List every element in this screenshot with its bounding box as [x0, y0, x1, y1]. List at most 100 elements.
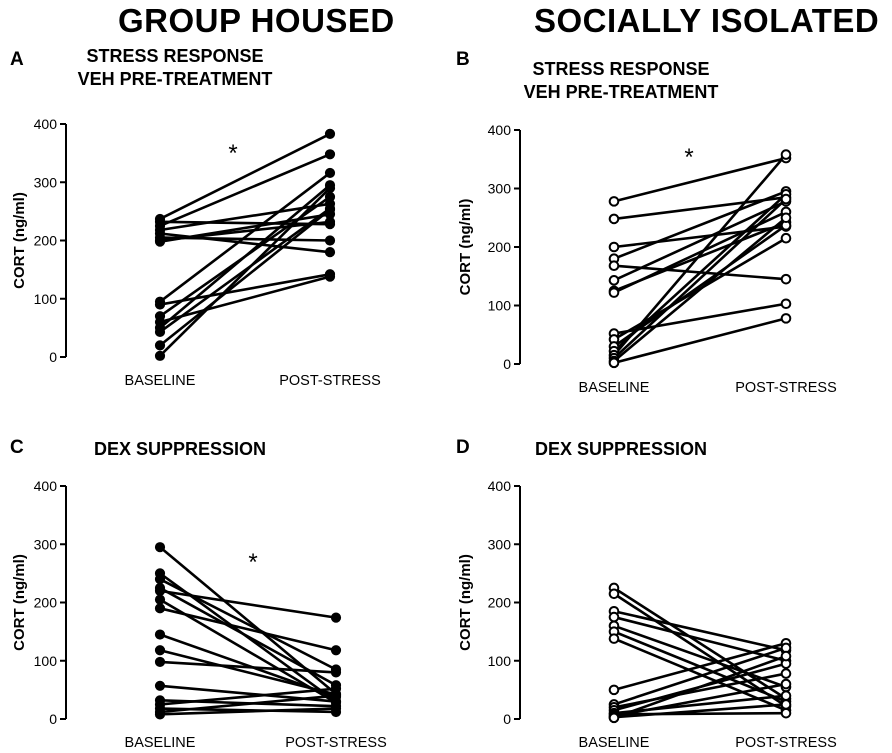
subject-line — [613, 302, 787, 335]
subject-line — [613, 193, 787, 353]
x-category-label: BASELINE — [125, 373, 196, 389]
subject-line — [159, 184, 331, 329]
column-title-socially-isolated: SOCIALLY ISOLATED — [534, 2, 880, 39]
y-tick-label: 300 — [488, 181, 512, 197]
subject-line — [613, 592, 787, 708]
panel-letter: C — [10, 437, 24, 458]
data-point — [780, 193, 792, 205]
data-point — [608, 260, 620, 272]
panel-letter: D — [456, 437, 470, 458]
data-point — [154, 629, 166, 640]
data-point — [608, 633, 620, 644]
y-tick-label: 0 — [49, 349, 57, 365]
data-point — [324, 271, 336, 282]
y-tick-label: 400 — [34, 116, 58, 132]
subject-line — [159, 208, 331, 347]
panel-c-chart: C DEX SUPPRESSION 0 100 200 300 400 CORT (ng/ml… — [10, 437, 387, 751]
data-point — [330, 667, 342, 678]
data-point — [154, 350, 166, 361]
data-point — [608, 684, 620, 696]
data-point — [608, 213, 620, 225]
data-point — [324, 247, 336, 258]
data-point — [780, 699, 792, 710]
panel-d-chart: D DEX SUPPRESSION 0 100 200 300 400 CORT (ng/ml… — [456, 437, 837, 751]
y-tick-label: 200 — [488, 595, 512, 611]
x-category-label: POST-STRESS — [735, 735, 837, 751]
panel-title-line: DEX SUPPRESSION — [535, 439, 707, 459]
y-tick-label: 300 — [34, 536, 58, 552]
data-point — [780, 298, 792, 310]
data-point — [608, 241, 620, 253]
subject-line — [613, 200, 787, 282]
subject-line — [613, 609, 787, 652]
data-point — [324, 149, 336, 160]
subject-line — [613, 190, 787, 260]
data-point — [608, 287, 620, 298]
data-point — [780, 650, 792, 662]
subject-line — [613, 225, 787, 249]
panel-title-line: STRESS RESPONSE — [86, 46, 263, 66]
data-point — [780, 313, 792, 324]
data-point — [780, 212, 792, 224]
data-point — [780, 232, 792, 244]
x-category-label: BASELINE — [125, 735, 196, 751]
y-tick-label: 200 — [488, 239, 512, 255]
column-title-group-housed: GROUP HOUSED — [118, 2, 395, 39]
x-category-label: POST-STRESS — [279, 373, 381, 389]
data-point — [154, 299, 166, 310]
y-tick-label: 200 — [34, 233, 58, 249]
subject-line — [159, 660, 337, 674]
data-point — [154, 709, 166, 720]
data-point — [324, 204, 336, 215]
subject-line — [613, 624, 787, 689]
y-axis-label: CORT (ng/ml) — [457, 554, 474, 651]
panel-b-chart: B STRESS RESPONSE VEH PRE-TREATMENT 0 100 200… — [456, 49, 837, 396]
data-point — [780, 690, 792, 702]
y-tick-label: 0 — [503, 711, 511, 727]
subject-line — [159, 213, 331, 243]
subject-line — [613, 198, 787, 360]
data-point — [154, 340, 166, 351]
data-point — [324, 182, 336, 194]
subject-line — [159, 589, 337, 619]
panel-title-line: DEX SUPPRESSION — [94, 439, 266, 459]
subject-line — [159, 694, 337, 714]
subject-line — [159, 187, 331, 357]
subject-line — [159, 707, 337, 716]
data-point — [154, 645, 166, 656]
data-point — [780, 678, 792, 690]
y-tick-label: 100 — [34, 291, 58, 307]
subject-line — [159, 586, 337, 687]
data-point — [780, 273, 792, 285]
subject-line — [159, 687, 337, 706]
subject-line — [613, 682, 787, 718]
panel-title-line: VEH PRE-TREATMENT — [524, 82, 719, 102]
subject-line — [613, 153, 787, 357]
data-point — [154, 542, 166, 553]
data-point — [330, 612, 342, 623]
subject-line — [613, 156, 787, 203]
data-point — [154, 603, 166, 614]
subject-line — [159, 649, 337, 696]
y-tick-label: 100 — [488, 653, 512, 669]
x-category-label: POST-STRESS — [735, 380, 837, 396]
data-point — [780, 668, 792, 679]
data-point — [608, 588, 620, 600]
data-point — [324, 191, 336, 202]
data-point — [324, 235, 336, 246]
data-point — [780, 149, 792, 160]
y-tick-label: 300 — [488, 536, 512, 552]
y-tick-label: 0 — [49, 711, 57, 727]
data-point — [324, 167, 336, 179]
y-tick-label: 100 — [34, 653, 58, 669]
y-axis-label: CORT (ng/ml) — [11, 192, 28, 289]
subject-line — [613, 703, 787, 719]
subject-line — [159, 275, 331, 324]
data-point — [154, 585, 166, 596]
subject-line — [159, 171, 331, 303]
y-tick-label: 0 — [503, 356, 511, 372]
data-point — [330, 690, 342, 701]
y-tick-label: 400 — [488, 122, 512, 138]
subject-line — [159, 132, 331, 221]
data-point — [608, 611, 620, 623]
